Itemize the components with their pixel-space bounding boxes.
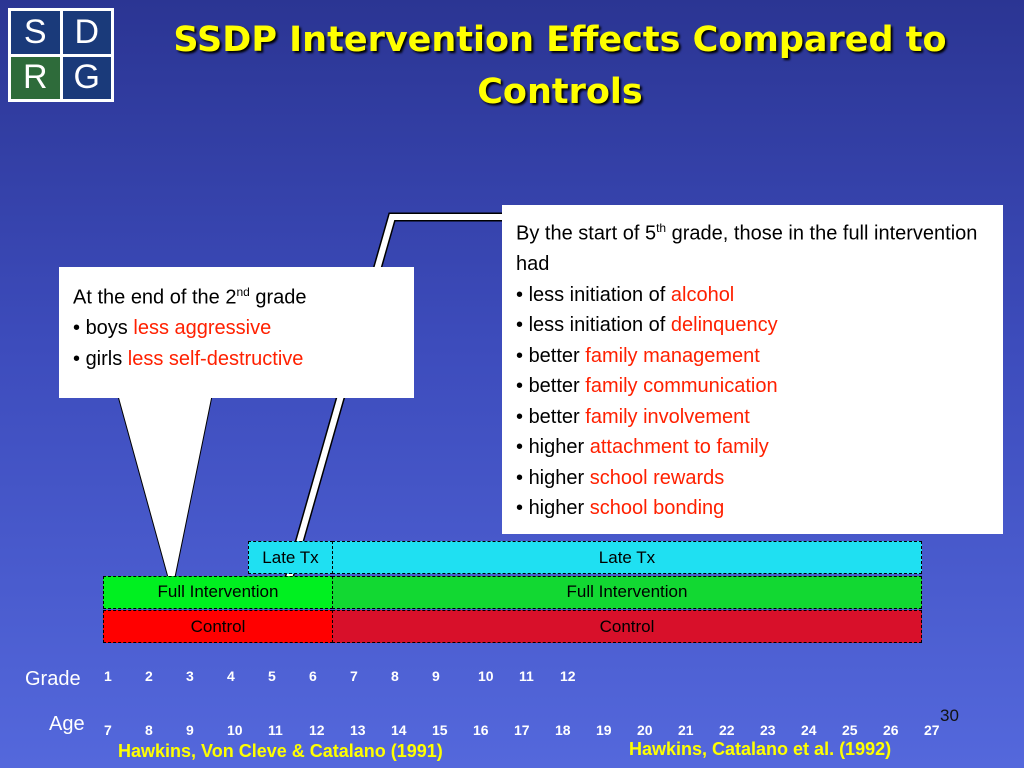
callout-list: boys less aggressivegirls less self-dest… bbox=[73, 313, 400, 374]
age-number: 25 bbox=[842, 722, 858, 738]
age-number: 23 bbox=[760, 722, 776, 738]
item-effect: family management bbox=[585, 344, 760, 367]
bar-early: Control bbox=[103, 610, 333, 643]
grade-number: 3 bbox=[186, 668, 194, 684]
grade-number: 9 bbox=[432, 668, 440, 684]
text: grade bbox=[249, 286, 307, 309]
age-number: 22 bbox=[719, 722, 735, 738]
item-lead: better bbox=[528, 344, 580, 367]
bar-early: Late Tx bbox=[248, 541, 333, 574]
age-number: 17 bbox=[514, 722, 530, 738]
callout-item: higher attachment to family bbox=[516, 432, 989, 463]
text: grade, those in the full intervention ha… bbox=[516, 222, 978, 276]
bar-late: Late Tx bbox=[332, 541, 922, 574]
age-number: 16 bbox=[473, 722, 489, 738]
callout-intro: At the end of the 2nd grade bbox=[73, 277, 400, 313]
grade-number: 12 bbox=[560, 668, 576, 684]
age-number: 11 bbox=[268, 722, 283, 738]
logo-letter: G bbox=[62, 56, 111, 99]
age-number: 18 bbox=[555, 722, 571, 738]
callout-item: less initiation of alcohol bbox=[516, 280, 989, 311]
age-number: 9 bbox=[186, 722, 194, 738]
item-lead: higher bbox=[528, 497, 585, 520]
slide-title: SSDP Intervention Effects Compared to Co… bbox=[173, 20, 947, 112]
item-lead: higher bbox=[528, 466, 585, 489]
age-number: 8 bbox=[145, 722, 153, 738]
text: th bbox=[656, 221, 667, 235]
bar-early: Full Intervention bbox=[103, 575, 333, 609]
callout-item: higher school bonding bbox=[516, 493, 989, 524]
callout-item: better family management bbox=[516, 341, 989, 372]
citation: Hawkins, Von Cleve & Catalano (1991) bbox=[118, 741, 443, 761]
callout-item: better family involvement bbox=[516, 402, 989, 433]
logo-letter: R bbox=[11, 56, 60, 99]
callout-list: less initiation of alcoholless initiatio… bbox=[516, 280, 989, 524]
grade-number: 5 bbox=[268, 668, 276, 684]
grade-number: 10 bbox=[478, 668, 494, 684]
logo-letter: D bbox=[62, 11, 111, 54]
age-number: 15 bbox=[432, 722, 448, 738]
age-number: 26 bbox=[883, 722, 899, 738]
age-number: 27 bbox=[924, 722, 940, 738]
callout-item: better family communication bbox=[516, 371, 989, 402]
item-effect: family communication bbox=[585, 375, 778, 398]
bar-late: Full Intervention bbox=[332, 575, 922, 609]
item-lead: less initiation of bbox=[528, 314, 666, 337]
text: nd bbox=[236, 285, 250, 299]
item-effect: family involvement bbox=[585, 405, 750, 428]
item-lead: higher bbox=[528, 436, 585, 459]
callout-left: At the end of the 2nd grade boys less ag… bbox=[59, 267, 414, 398]
logo-letter: S bbox=[11, 11, 60, 54]
text: At the end of the 2 bbox=[73, 286, 237, 309]
text: By the start of 5 bbox=[516, 222, 657, 245]
age-number: 19 bbox=[596, 722, 612, 738]
callout-item: higher school rewards bbox=[516, 463, 989, 494]
age-label: Age bbox=[49, 713, 85, 735]
age-number: 7 bbox=[104, 722, 112, 738]
item-effect: delinquency bbox=[670, 314, 778, 337]
grade-number: 8 bbox=[391, 668, 399, 684]
citation: Hawkins, Catalano et al. (1992) bbox=[629, 739, 892, 759]
age-number: 13 bbox=[350, 722, 366, 738]
grade-number: 11 bbox=[519, 668, 534, 684]
item-lead: less initiation of bbox=[528, 283, 666, 306]
age-number: 20 bbox=[637, 722, 653, 738]
grade-label: Grade bbox=[25, 668, 81, 690]
age-number: 21 bbox=[678, 722, 694, 738]
age-number: 14 bbox=[391, 722, 407, 738]
item-effect: school rewards bbox=[589, 466, 725, 489]
item-effect: attachment to family bbox=[589, 436, 769, 459]
page-number: 30 bbox=[940, 706, 959, 725]
callout-item: girls less self-destructive bbox=[73, 344, 400, 375]
bar-late: Control bbox=[332, 610, 922, 643]
age-number: 12 bbox=[309, 722, 325, 738]
item-effect: less self-destructive bbox=[127, 347, 304, 370]
age-number: 24 bbox=[801, 722, 817, 738]
callout-right: By the start of 5th grade, those in the … bbox=[502, 205, 1003, 534]
item-lead: boys bbox=[85, 317, 128, 340]
grade-number: 4 bbox=[227, 668, 235, 684]
age-number: 10 bbox=[227, 722, 243, 738]
callout-item: boys less aggressive bbox=[73, 313, 400, 344]
item-lead: girls bbox=[85, 347, 123, 370]
item-lead: better bbox=[528, 375, 580, 398]
logo: S D R G bbox=[8, 8, 114, 102]
grade-number: 7 bbox=[350, 668, 358, 684]
item-effect: alcohol bbox=[670, 283, 735, 306]
grade-number: 1 bbox=[104, 668, 112, 684]
grade-number: 2 bbox=[145, 668, 153, 684]
callout-intro: By the start of 5th grade, those in the … bbox=[516, 213, 989, 280]
item-effect: less aggressive bbox=[133, 317, 272, 340]
callout-item: less initiation of delinquency bbox=[516, 310, 989, 341]
item-lead: better bbox=[528, 405, 580, 428]
item-effect: school bonding bbox=[589, 497, 725, 520]
grade-number: 6 bbox=[309, 668, 317, 684]
pointer-left bbox=[117, 395, 213, 593]
pointer-right bbox=[282, 214, 504, 593]
